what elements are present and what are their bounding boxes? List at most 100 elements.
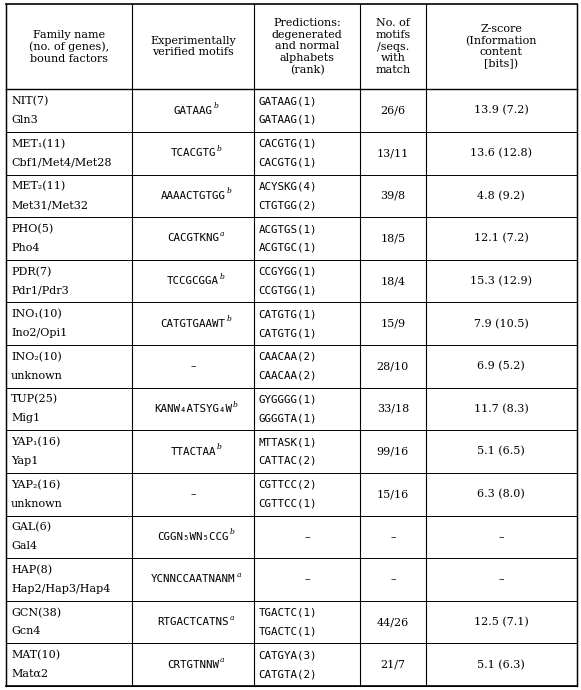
- Text: CACGTG(1): CACGTG(1): [259, 157, 317, 168]
- Text: Hap2/Hap3/Hap4: Hap2/Hap3/Hap4: [11, 584, 110, 594]
- Text: 5.1 (6.3): 5.1 (6.3): [478, 660, 525, 670]
- Text: GATAAG(1): GATAAG(1): [259, 115, 317, 125]
- Text: Experimentally
verified motifs: Experimentally verified motifs: [150, 36, 236, 57]
- Text: PDR(7): PDR(7): [11, 266, 51, 277]
- Text: GAL(6): GAL(6): [11, 522, 51, 533]
- Text: b: b: [233, 401, 238, 408]
- Text: 7.9 (10.5): 7.9 (10.5): [474, 319, 529, 329]
- Text: Z-score
(Information
content
[bits]): Z-score (Information content [bits]): [465, 24, 537, 70]
- Text: unknown: unknown: [11, 371, 63, 381]
- Text: b: b: [213, 102, 218, 110]
- Text: CATTAC(2): CATTAC(2): [259, 456, 317, 466]
- Text: MTTASK(1): MTTASK(1): [259, 437, 317, 447]
- Text: GGGGTA(1): GGGGTA(1): [259, 413, 317, 423]
- Text: a: a: [220, 656, 224, 664]
- Text: ACGTGC(1): ACGTGC(1): [259, 243, 317, 253]
- Text: 13.9 (7.2): 13.9 (7.2): [474, 106, 529, 116]
- Text: ACYSKG(4): ACYSKG(4): [259, 181, 317, 191]
- Text: CAACAA(2): CAACAA(2): [259, 352, 317, 362]
- Text: 15/16: 15/16: [376, 489, 409, 499]
- Text: CRTGTNNW: CRTGTNNW: [167, 660, 219, 670]
- Text: CCGYGG(1): CCGYGG(1): [259, 266, 317, 277]
- Text: a: a: [220, 230, 224, 238]
- Text: 18/4: 18/4: [381, 276, 406, 286]
- Text: INO₁(10): INO₁(10): [11, 309, 62, 319]
- Text: CACGTG(1): CACGTG(1): [259, 139, 317, 149]
- Text: CATGTA(2): CATGTA(2): [259, 669, 317, 679]
- Text: GCN(38): GCN(38): [11, 607, 61, 618]
- Text: 33/18: 33/18: [376, 404, 409, 414]
- Text: TCCGCGGA: TCCGCGGA: [167, 276, 219, 286]
- Text: 5.1 (6.5): 5.1 (6.5): [478, 446, 525, 457]
- Text: CAACAA(2): CAACAA(2): [259, 371, 317, 381]
- Text: KANW₄ATSYG₄W: KANW₄ATSYG₄W: [154, 404, 232, 414]
- Text: Ino2/Opi1: Ino2/Opi1: [11, 328, 67, 338]
- Text: –: –: [304, 532, 310, 542]
- Text: TGACTC(1): TGACTC(1): [259, 608, 317, 618]
- Text: Gcn4: Gcn4: [11, 627, 41, 636]
- Text: 99/16: 99/16: [376, 446, 409, 457]
- Text: Pdr1/Pdr3: Pdr1/Pdr3: [11, 286, 69, 295]
- Text: 12.5 (7.1): 12.5 (7.1): [474, 617, 529, 627]
- Text: CATGTG(1): CATGTG(1): [259, 309, 317, 319]
- Text: Yap1: Yap1: [11, 456, 38, 466]
- Text: CATGTGAAWT: CATGTGAAWT: [160, 319, 225, 328]
- Text: Family name
(no. of genes),
bound factors: Family name (no. of genes), bound factor…: [28, 30, 109, 63]
- Text: Gal4: Gal4: [11, 541, 37, 551]
- Text: –: –: [498, 575, 504, 584]
- Text: 21/7: 21/7: [381, 660, 406, 670]
- Text: b: b: [217, 443, 221, 451]
- Text: 4.8 (9.2): 4.8 (9.2): [478, 190, 525, 201]
- Text: No. of
motifs
/seqs.
with
match: No. of motifs /seqs. with match: [375, 19, 411, 75]
- Text: 15/9: 15/9: [381, 319, 406, 328]
- Text: AAAACTGTGG: AAAACTGTGG: [160, 191, 225, 201]
- Text: 12.1 (7.2): 12.1 (7.2): [474, 233, 529, 244]
- Text: TUP(25): TUP(25): [11, 395, 58, 405]
- Text: 15.3 (12.9): 15.3 (12.9): [471, 276, 532, 286]
- Text: GYGGGG(1): GYGGGG(1): [259, 395, 317, 404]
- Text: b: b: [220, 273, 225, 281]
- Text: MET₁(11): MET₁(11): [11, 139, 65, 149]
- Text: –: –: [190, 362, 196, 371]
- Text: TCACGTG: TCACGTG: [170, 148, 216, 158]
- Text: CGTTCC(2): CGTTCC(2): [259, 480, 317, 490]
- Text: b: b: [217, 145, 221, 153]
- Text: b: b: [227, 315, 231, 324]
- Text: 18/5: 18/5: [381, 233, 406, 244]
- Text: 11.7 (8.3): 11.7 (8.3): [474, 404, 529, 414]
- Text: 6.3 (8.0): 6.3 (8.0): [478, 489, 525, 500]
- Text: CACGTKNG: CACGTKNG: [167, 233, 219, 244]
- Text: –: –: [390, 575, 396, 584]
- Text: b: b: [227, 188, 231, 195]
- Text: MET₂(11): MET₂(11): [11, 181, 65, 192]
- Text: Gln3: Gln3: [11, 115, 38, 125]
- Text: a: a: [236, 571, 241, 579]
- Text: ACGTGS(1): ACGTGS(1): [259, 224, 317, 234]
- Text: –: –: [190, 489, 196, 499]
- Text: CGTTCC(1): CGTTCC(1): [259, 499, 317, 509]
- Text: INO₂(10): INO₂(10): [11, 352, 62, 362]
- Text: a: a: [229, 613, 234, 622]
- Text: 39/8: 39/8: [381, 191, 406, 201]
- Text: YAP₂(16): YAP₂(16): [11, 480, 60, 490]
- Text: CATGTG(1): CATGTG(1): [259, 328, 317, 338]
- Text: TTACTAA: TTACTAA: [170, 446, 216, 457]
- Text: Met31/Met32: Met31/Met32: [11, 200, 88, 210]
- Text: 6.9 (5.2): 6.9 (5.2): [478, 361, 525, 371]
- Text: 26/6: 26/6: [381, 106, 406, 115]
- Text: Pho4: Pho4: [11, 243, 40, 253]
- Text: CGGN₅WN₅CCG: CGGN₅WN₅CCG: [157, 532, 229, 542]
- Text: unknown: unknown: [11, 499, 63, 509]
- Text: 13/11: 13/11: [376, 148, 409, 158]
- Text: PHO(5): PHO(5): [11, 224, 53, 234]
- Text: –: –: [304, 575, 310, 584]
- Text: b: b: [229, 529, 235, 537]
- Text: –: –: [498, 532, 504, 542]
- Text: NIT(7): NIT(7): [11, 96, 48, 106]
- Text: Matα2: Matα2: [11, 669, 48, 679]
- Text: –: –: [390, 532, 396, 542]
- Text: YCNNCCAATNANM: YCNNCCAATNANM: [150, 575, 235, 584]
- Text: CATGYA(3): CATGYA(3): [259, 650, 317, 660]
- Text: CCGTGG(1): CCGTGG(1): [259, 286, 317, 295]
- Text: RTGACTCATNS: RTGACTCATNS: [157, 617, 229, 627]
